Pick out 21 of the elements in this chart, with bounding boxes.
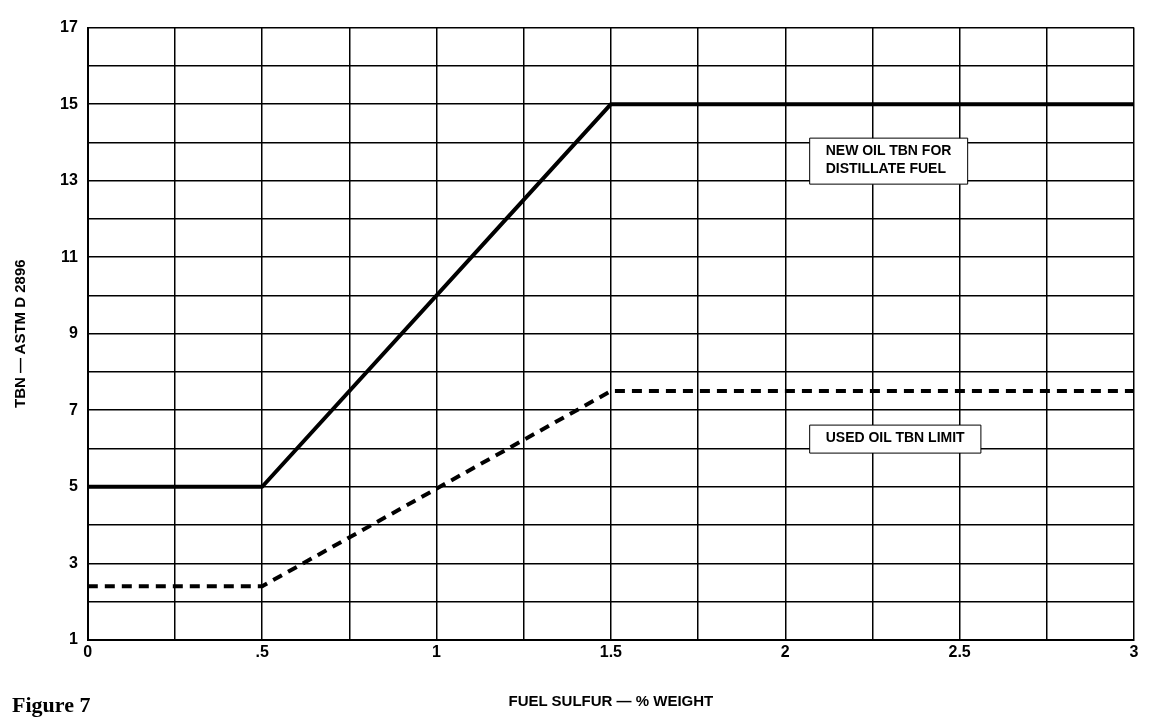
y-tick-label: 11: [60, 247, 78, 265]
x-tick-label: 1.5: [599, 642, 623, 660]
y-tick-label: 15: [60, 94, 78, 112]
x-tick-label: 2.5: [948, 642, 971, 660]
x-tick-label: 2: [780, 642, 790, 660]
y-tick-label: 1: [68, 630, 78, 648]
y-tick-label: 9: [68, 324, 78, 342]
y-tick-label: 17: [60, 18, 78, 36]
y-axis-title: TBN — ASTM D 2896: [11, 259, 29, 409]
x-tick-label: 0: [83, 642, 93, 660]
x-tick-label: 3: [1129, 642, 1139, 660]
y-tick-label: 13: [60, 171, 78, 189]
x-tick-label: 1: [432, 642, 442, 660]
y-tick-label: 7: [68, 400, 78, 418]
text: NEW OIL TBN FOR DISTILLATE FUEL: [825, 141, 952, 176]
caption: Figure 7: [12, 691, 91, 717]
x-axis-title: FUEL SULFUR — % WEIGHT: [508, 692, 714, 710]
text: USED OIL TBN LIMIT: [825, 428, 966, 445]
x-tick-label: .5: [255, 642, 269, 660]
y-tick-label: 3: [68, 553, 78, 571]
y-tick-label: 5: [68, 477, 78, 495]
